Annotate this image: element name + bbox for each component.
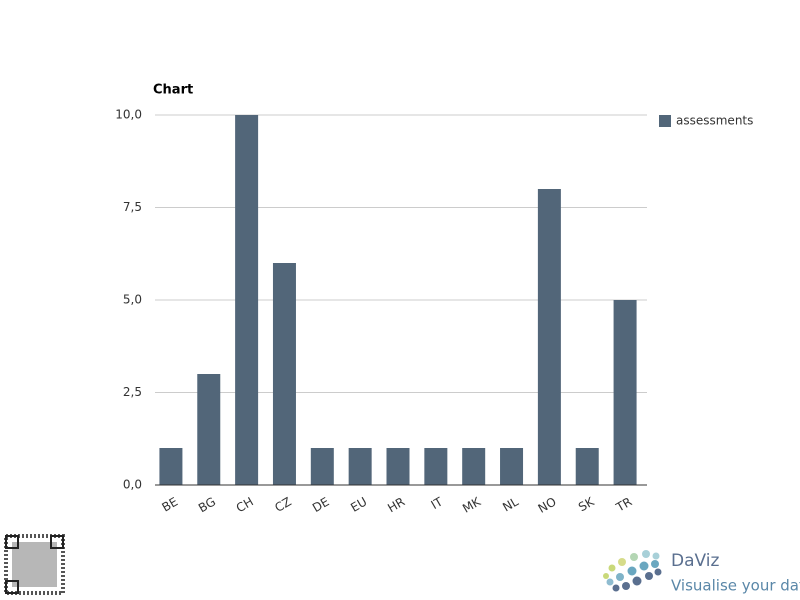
x-tick-label: NO [536, 495, 559, 516]
x-tick-label: DE [310, 495, 332, 516]
y-tick-label: 10,0 [115, 108, 142, 122]
x-tick-label: BE [159, 495, 180, 515]
logo-name: DaViz [671, 551, 719, 571]
bar [500, 448, 524, 485]
x-tick-label: NL [500, 494, 521, 514]
y-tick-label: 0,0 [123, 478, 142, 492]
bar [424, 448, 448, 485]
bar [386, 448, 410, 485]
x-tick-label: CZ [272, 495, 293, 515]
bar [462, 448, 486, 485]
y-tick-label: 5,0 [123, 293, 142, 307]
x-tick-label: HR [385, 495, 407, 516]
bar [613, 300, 637, 485]
legend-label: assessments [676, 114, 753, 128]
bar [537, 189, 561, 485]
bar [348, 448, 372, 485]
y-tick-label: 2,5 [123, 385, 142, 399]
x-tick-label: CH [234, 495, 256, 516]
logo-dots [603, 550, 662, 592]
chart-title: Chart [153, 83, 193, 98]
bar [575, 448, 599, 485]
x-tick-label: EU [348, 495, 369, 515]
qr-code [4, 534, 65, 595]
logo-tagline: Visualise your data [671, 577, 800, 595]
x-tick-label: TR [613, 495, 634, 515]
bar [197, 374, 221, 485]
bar [159, 448, 183, 485]
legend-swatch [659, 115, 671, 127]
y-tick-label: 7,5 [123, 200, 142, 214]
x-tick-label: SK [576, 494, 597, 514]
x-tick-label: IT [429, 494, 446, 512]
bar [272, 263, 296, 485]
bar [235, 115, 259, 485]
x-tick-label: BG [196, 495, 218, 516]
bar [310, 448, 334, 485]
x-tick-label: MK [460, 494, 484, 516]
